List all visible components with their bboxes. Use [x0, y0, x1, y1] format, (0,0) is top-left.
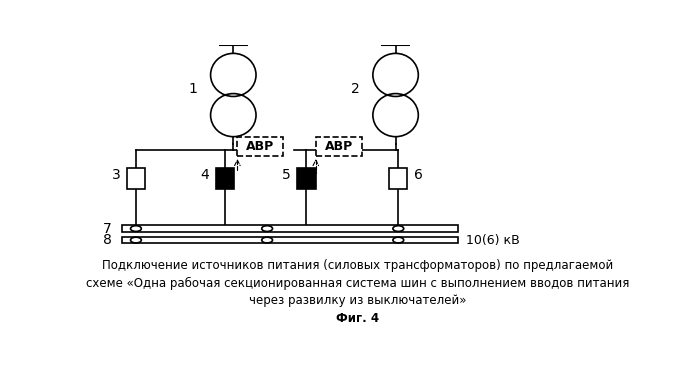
Bar	[389, 167, 408, 189]
Text: 7: 7	[103, 222, 112, 236]
Text: 2: 2	[350, 82, 359, 96]
Bar	[127, 167, 145, 189]
Text: 8: 8	[103, 233, 112, 247]
Text: 3: 3	[112, 169, 120, 182]
Text: 4: 4	[201, 169, 209, 182]
Text: 10(6) кВ: 10(6) кВ	[466, 233, 520, 247]
Bar	[216, 167, 235, 189]
Bar	[122, 237, 458, 243]
Bar	[297, 167, 315, 189]
Text: 5: 5	[282, 169, 290, 182]
Text: 1: 1	[188, 82, 197, 96]
Text: АВР: АВР	[246, 140, 274, 153]
Text: Фиг. 4: Фиг. 4	[336, 312, 379, 325]
Text: схеме «Одна рабочая секционированная система шин с выполнением вводов питания: схеме «Одна рабочая секционированная сис…	[86, 276, 630, 289]
Text: через развилку из выключателей»: через развилку из выключателей»	[249, 294, 466, 307]
Text: 6: 6	[414, 169, 423, 182]
Bar	[315, 137, 362, 156]
Bar	[122, 225, 458, 232]
Text: АВР: АВР	[325, 140, 353, 153]
Bar	[237, 137, 283, 156]
Text: Подключение источников питания (силовых трансформаторов) по предлагаемой: Подключение источников питания (силовых …	[102, 259, 614, 272]
